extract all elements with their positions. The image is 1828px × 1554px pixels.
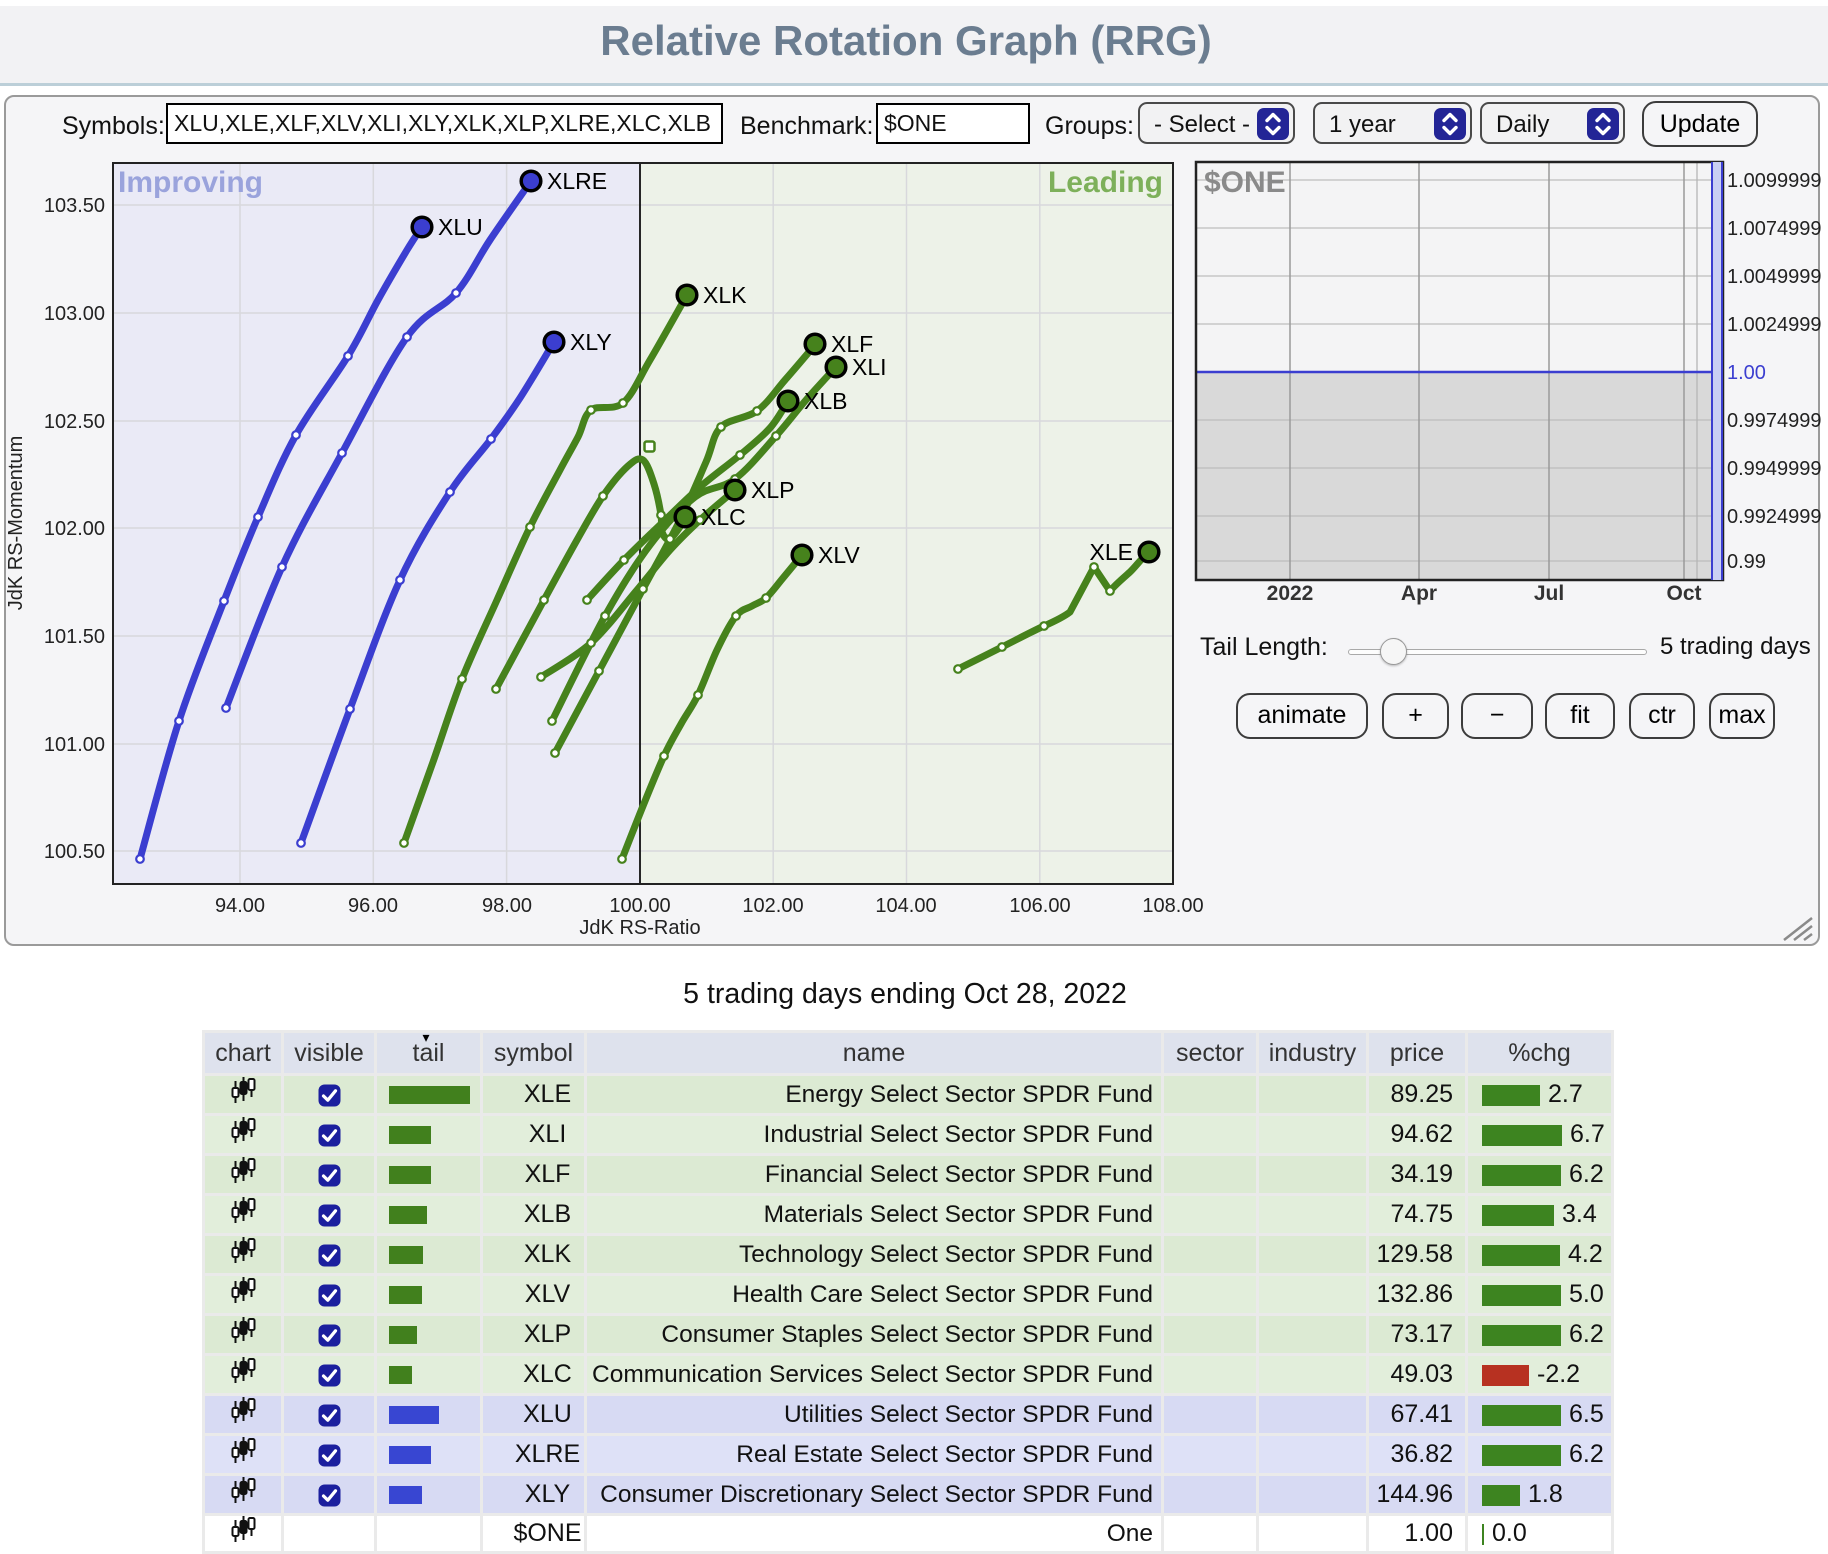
svg-text:1.0024999: 1.0024999 <box>1727 314 1822 336</box>
svg-text:96.00: 96.00 <box>348 895 398 917</box>
svg-text:XLB: XLB <box>804 388 847 414</box>
svg-text:Apr: Apr <box>1401 582 1437 605</box>
svg-text:0.9924999: 0.9924999 <box>1727 506 1822 528</box>
svg-text:Oct: Oct <box>1666 582 1701 605</box>
svg-text:102.00: 102.00 <box>44 518 105 540</box>
svg-text:$ONE: $ONE <box>1204 166 1286 199</box>
svg-text:101.50: 101.50 <box>44 626 105 648</box>
svg-text:XLC: XLC <box>701 504 746 530</box>
svg-text:102.50: 102.50 <box>44 411 105 433</box>
svg-text:94.00: 94.00 <box>215 895 265 917</box>
svg-text:JdK RS-Ratio: JdK RS-Ratio <box>579 917 700 939</box>
svg-text:104.00: 104.00 <box>875 895 936 917</box>
svg-text:101.00: 101.00 <box>44 734 105 756</box>
svg-text:100.50: 100.50 <box>44 841 105 863</box>
svg-text:Leading: Leading <box>1048 166 1163 199</box>
svg-text:1.0049999: 1.0049999 <box>1727 266 1822 288</box>
svg-text:103.00: 103.00 <box>44 303 105 325</box>
svg-text:Jul: Jul <box>1534 582 1564 605</box>
svg-text:Improving: Improving <box>118 166 263 199</box>
svg-text:2022: 2022 <box>1267 582 1314 605</box>
svg-text:XLU: XLU <box>438 214 483 240</box>
svg-text:102.00: 102.00 <box>742 895 803 917</box>
svg-text:XLE: XLE <box>1090 539 1133 565</box>
svg-text:1.00: 1.00 <box>1727 362 1766 384</box>
svg-text:108.00: 108.00 <box>1142 895 1203 917</box>
svg-text:100.00: 100.00 <box>609 895 670 917</box>
svg-text:0.9949999: 0.9949999 <box>1727 458 1822 480</box>
svg-text:0.99: 0.99 <box>1727 551 1766 573</box>
svg-text:XLI: XLI <box>852 354 887 380</box>
svg-text:XLF: XLF <box>831 331 873 357</box>
svg-text:103.50: 103.50 <box>44 195 105 217</box>
svg-text:98.00: 98.00 <box>482 895 532 917</box>
svg-text:XLRE: XLRE <box>547 168 607 194</box>
svg-text:XLK: XLK <box>703 282 747 308</box>
svg-text:1.0074999: 1.0074999 <box>1727 218 1822 240</box>
svg-text:XLV: XLV <box>818 542 860 568</box>
svg-text:0.9974999: 0.9974999 <box>1727 410 1822 432</box>
svg-text:XLY: XLY <box>570 329 612 355</box>
svg-text:JdK RS-Momentum: JdK RS-Momentum <box>5 436 27 611</box>
svg-text:1.0099999: 1.0099999 <box>1727 170 1822 192</box>
svg-text:106.00: 106.00 <box>1009 895 1070 917</box>
svg-text:XLP: XLP <box>751 477 794 503</box>
